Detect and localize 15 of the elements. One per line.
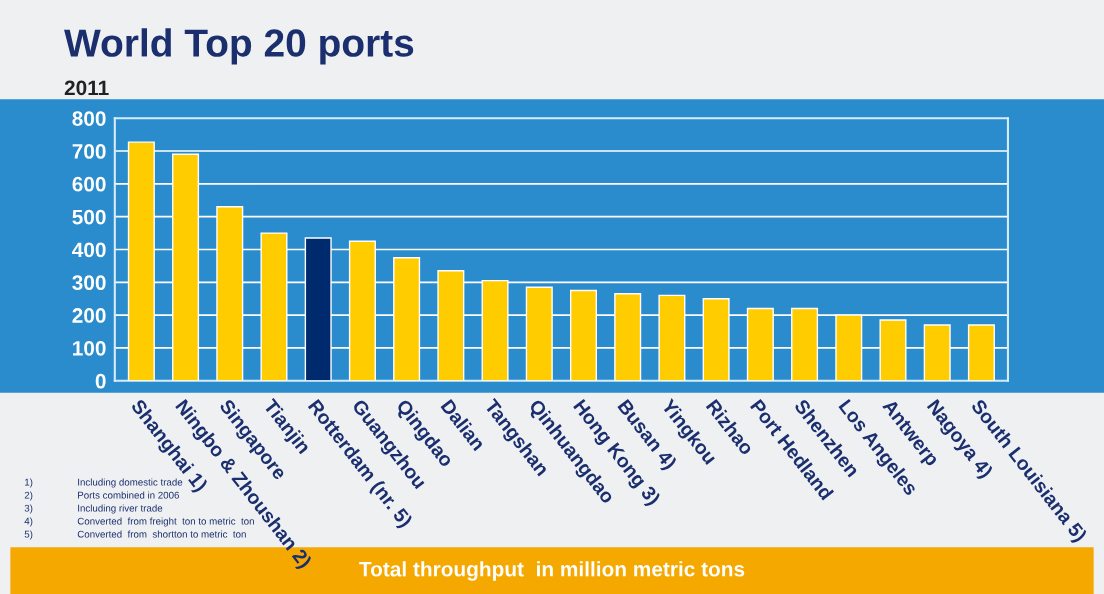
chart-subtitle: 2011 <box>64 80 109 96</box>
y-tick-label: 700 <box>72 144 106 159</box>
chart-title: World Top 20 ports <box>64 28 414 65</box>
x-axis-title: Total throughput in million metric tons <box>359 561 745 581</box>
y-tick-label: 100 <box>73 340 106 356</box>
text: 2) Ports combined in 2006 <box>24 491 179 501</box>
y-tick-label: 500 <box>72 209 106 225</box>
y-tick-label: 300 <box>72 275 106 291</box>
y-tick-label: 400 <box>72 242 106 258</box>
text: 1) Including domestic trade <box>25 478 183 488</box>
y-tick-label: 600 <box>72 176 106 192</box>
y-tick-label: 800 <box>72 111 106 126</box>
y-tick-label: 0 <box>95 373 106 389</box>
text: 3) Including river trade <box>24 504 163 514</box>
y-tick-label: 200 <box>72 308 106 323</box>
